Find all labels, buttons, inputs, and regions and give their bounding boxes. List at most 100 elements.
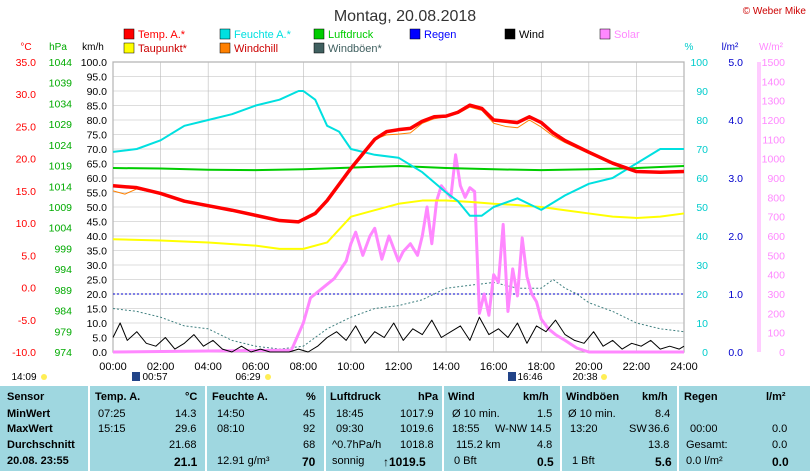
series-pressure xyxy=(112,164,685,172)
tick-wind: 40.0 xyxy=(87,231,108,243)
tick-rain: 0.0 xyxy=(728,347,743,359)
legend-swatch xyxy=(313,28,325,40)
legend-label: Luftdruck xyxy=(328,29,374,41)
legend-label: Regen xyxy=(424,29,456,41)
gust-max: 36.6 xyxy=(648,423,670,435)
tick-temp: 0.0 xyxy=(21,283,36,295)
legend-swatch xyxy=(409,28,421,40)
wind-max-dir: W-NW xyxy=(495,423,528,435)
x-tick-label: 24:00 xyxy=(670,361,698,373)
tick-solar: 1000 xyxy=(762,154,786,166)
temp-now: 21.1 xyxy=(174,455,198,469)
max-label: MaxWert xyxy=(7,423,53,435)
hum-header: Feuchte A. xyxy=(212,391,268,403)
sun-icon xyxy=(265,374,271,380)
tick-temp: 15.0 xyxy=(16,186,37,198)
tick-pressure: 1039 xyxy=(49,78,73,90)
tick-wind: 5.0 xyxy=(92,333,107,345)
axis-unit-temp: °C xyxy=(20,42,31,53)
tick-solar: 900 xyxy=(767,173,785,185)
wind-bft: 0 Bft xyxy=(454,455,477,467)
wind-avg: 4.8 xyxy=(537,439,553,451)
weather-text: sonnig xyxy=(332,455,365,467)
legend-label: Feuchte A.* xyxy=(234,29,292,41)
tick-temp: 30.0 xyxy=(16,89,37,101)
hum-min: 45 xyxy=(303,408,316,420)
tick-humidity: 20 xyxy=(696,289,708,301)
legend-label: Solar xyxy=(614,29,640,41)
series-temperature xyxy=(112,103,685,224)
tick-rain: 2.0 xyxy=(728,231,743,243)
tick-humidity: 40 xyxy=(696,231,708,243)
axis-unit-solar: W/m² xyxy=(759,42,784,53)
tick-solar: 500 xyxy=(767,250,785,262)
marker-moon-label: 14:09 xyxy=(11,372,36,383)
tick-humidity: 10 xyxy=(696,318,708,330)
press-now: ↑1019.5 xyxy=(383,455,426,469)
tick-temp: 35.0 xyxy=(16,57,37,69)
x-tick-label: 04:00 xyxy=(194,361,222,373)
tick-wind: 25.0 xyxy=(87,275,108,287)
stats-table: Sensor MinWert MaxWert Durchschnitt 20.0… xyxy=(0,386,810,471)
tick-rain: 4.0 xyxy=(728,115,743,127)
tick-humidity: 80 xyxy=(696,115,708,127)
solar-axis-bar xyxy=(757,62,761,352)
tick-pressure: 979 xyxy=(54,326,72,338)
tick-temp: 10.0 xyxy=(16,218,37,230)
tick-solar: 200 xyxy=(767,308,785,320)
tick-pressure: 999 xyxy=(54,243,72,255)
tick-temp: 25.0 xyxy=(16,121,37,133)
tick-wind: 85.0 xyxy=(87,101,108,113)
tick-pressure: 974 xyxy=(54,347,72,359)
marker-moon-label: 20:38 xyxy=(572,372,597,383)
press-min-time: 18:45 xyxy=(336,408,364,420)
hum-now: 70 xyxy=(302,455,316,469)
min-label: MinWert xyxy=(7,408,51,420)
press-header: Luftdruck xyxy=(330,391,381,403)
series-wind xyxy=(112,316,685,353)
temp-max-time: 15:15 xyxy=(98,423,126,435)
hum-max: 92 xyxy=(303,423,316,435)
tick-pressure: 1034 xyxy=(49,98,73,110)
tick-solar: 1500 xyxy=(762,57,786,69)
tick-wind: 75.0 xyxy=(87,130,108,142)
tick-wind: 35.0 xyxy=(87,246,108,258)
marker-sunrise-marker-label: 00:57 xyxy=(142,372,167,383)
x-tick-label: 08:00 xyxy=(290,361,318,373)
axis-unit-humidity: % xyxy=(685,42,694,53)
tick-wind: 90.0 xyxy=(87,86,108,98)
legend-label: Taupunkt* xyxy=(138,43,188,55)
tick-solar: 100 xyxy=(767,328,785,340)
gust-avg10-label: Ø 10 min. xyxy=(568,408,616,420)
tick-pressure: 1004 xyxy=(49,223,73,235)
legend-label: Temp. A.* xyxy=(138,29,186,41)
tick-pressure: 984 xyxy=(54,306,72,318)
tick-humidity: 100 xyxy=(690,57,708,69)
tick-solar: 400 xyxy=(767,270,785,282)
press-trend: ^0.7hPa/h xyxy=(332,439,382,451)
wind-header: Wind xyxy=(448,391,475,403)
series-windgust xyxy=(112,279,685,350)
tick-wind: 10.0 xyxy=(87,318,108,330)
avg-label: Durchschnitt xyxy=(7,439,75,451)
tick-solar: 700 xyxy=(767,212,785,224)
tick-solar: 1200 xyxy=(762,115,786,127)
marker-sun-label: 06:29 xyxy=(235,372,260,383)
press-max-time: 09:30 xyxy=(336,423,364,435)
rain-total: 0.0 xyxy=(772,439,788,451)
press-min: 1017.9 xyxy=(400,408,434,420)
hum-avg: 68 xyxy=(303,439,316,451)
x-tick-label: 10:00 xyxy=(337,361,365,373)
press-avg: 1018.8 xyxy=(400,439,434,451)
copyright-text: © Weber Mike xyxy=(743,6,807,17)
tick-temp: 20.0 xyxy=(16,154,37,166)
wind-avg10-label: Ø 10 min. xyxy=(452,408,500,420)
tick-humidity: 0 xyxy=(702,347,708,359)
moon-icon xyxy=(601,374,607,380)
x-tick-label: 06:00 xyxy=(242,361,270,373)
series-solar xyxy=(112,153,684,354)
x-tick-label: 12:00 xyxy=(385,361,413,373)
x-tick-label: 16:00 xyxy=(480,361,508,373)
weather-chart: © Weber Mike Montag, 20.08.2018 Temp. A.* F… xyxy=(11,6,807,383)
tick-humidity: 70 xyxy=(696,144,708,156)
